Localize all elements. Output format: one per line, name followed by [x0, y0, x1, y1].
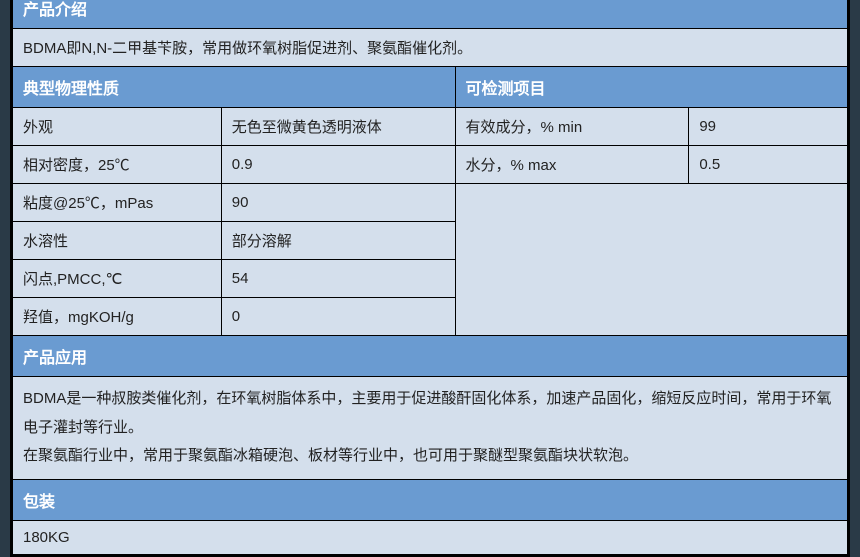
spec-table: 产品介绍 BDMA即N,N-二甲基苄胺，常用做环氧树脂促进剂、聚氨酯催化剂。 典…	[12, 0, 848, 555]
physical-label: 相对密度，25℃	[13, 146, 222, 184]
table-row: 外观 无色至微黄色透明液体 有效成分，% min 99	[13, 108, 848, 146]
table-row: 典型物理性质 可检测项目	[13, 67, 848, 108]
physical-label: 闪点,PMCC,℃	[13, 260, 222, 298]
physical-value: 0.9	[221, 146, 455, 184]
tests-label: 水分，% max	[455, 146, 689, 184]
section-header-intro: 产品介绍	[13, 0, 848, 29]
section-header-packaging: 包装	[13, 479, 848, 520]
intro-body: BDMA即N,N-二甲基苄胺，常用做环氧树脂促进剂、聚氨酯催化剂。	[13, 29, 848, 67]
application-line-2: 在聚氨酯行业中，常用于聚氨酯冰箱硬泡、板材等行业中，也可用于聚醚型聚氨酯块状软泡…	[23, 442, 837, 471]
physical-value: 90	[221, 184, 455, 222]
physical-label: 水溶性	[13, 222, 222, 260]
tests-value: 0.5	[689, 146, 848, 184]
physical-label: 粘度@25℃，mPas	[13, 184, 222, 222]
empty-cell	[455, 184, 847, 336]
section-header-tests: 可检测项目	[455, 67, 847, 108]
tests-value: 99	[689, 108, 848, 146]
application-line-1: BDMA是一种叔胺类催化剂，在环氧树脂体系中，主要用于促进酸酐固化体系，加速产品…	[23, 385, 837, 442]
product-spec-table: 产品介绍 BDMA即N,N-二甲基苄胺，常用做环氧树脂促进剂、聚氨酯催化剂。 典…	[10, 0, 850, 557]
table-row: 产品应用	[13, 336, 848, 377]
table-row: 180KG	[13, 520, 848, 554]
table-row: BDMA是一种叔胺类催化剂，在环氧树脂体系中，主要用于促进酸酐固化体系，加速产品…	[13, 377, 848, 480]
table-row: 包装	[13, 479, 848, 520]
physical-label: 外观	[13, 108, 222, 146]
table-row: 粘度@25℃，mPas 90	[13, 184, 848, 222]
application-body: BDMA是一种叔胺类催化剂，在环氧树脂体系中，主要用于促进酸酐固化体系，加速产品…	[13, 377, 848, 480]
physical-value: 无色至微黄色透明液体	[221, 108, 455, 146]
section-header-application: 产品应用	[13, 336, 848, 377]
table-row: 产品介绍	[13, 0, 848, 29]
packaging-body: 180KG	[13, 520, 848, 554]
physical-value: 0	[221, 298, 455, 336]
physical-label: 羟值，mgKOH/g	[13, 298, 222, 336]
table-row: 相对密度，25℃ 0.9 水分，% max 0.5	[13, 146, 848, 184]
physical-value: 部分溶解	[221, 222, 455, 260]
table-row: BDMA即N,N-二甲基苄胺，常用做环氧树脂促进剂、聚氨酯催化剂。	[13, 29, 848, 67]
section-header-physical: 典型物理性质	[13, 67, 456, 108]
tests-label: 有效成分，% min	[455, 108, 689, 146]
physical-value: 54	[221, 260, 455, 298]
